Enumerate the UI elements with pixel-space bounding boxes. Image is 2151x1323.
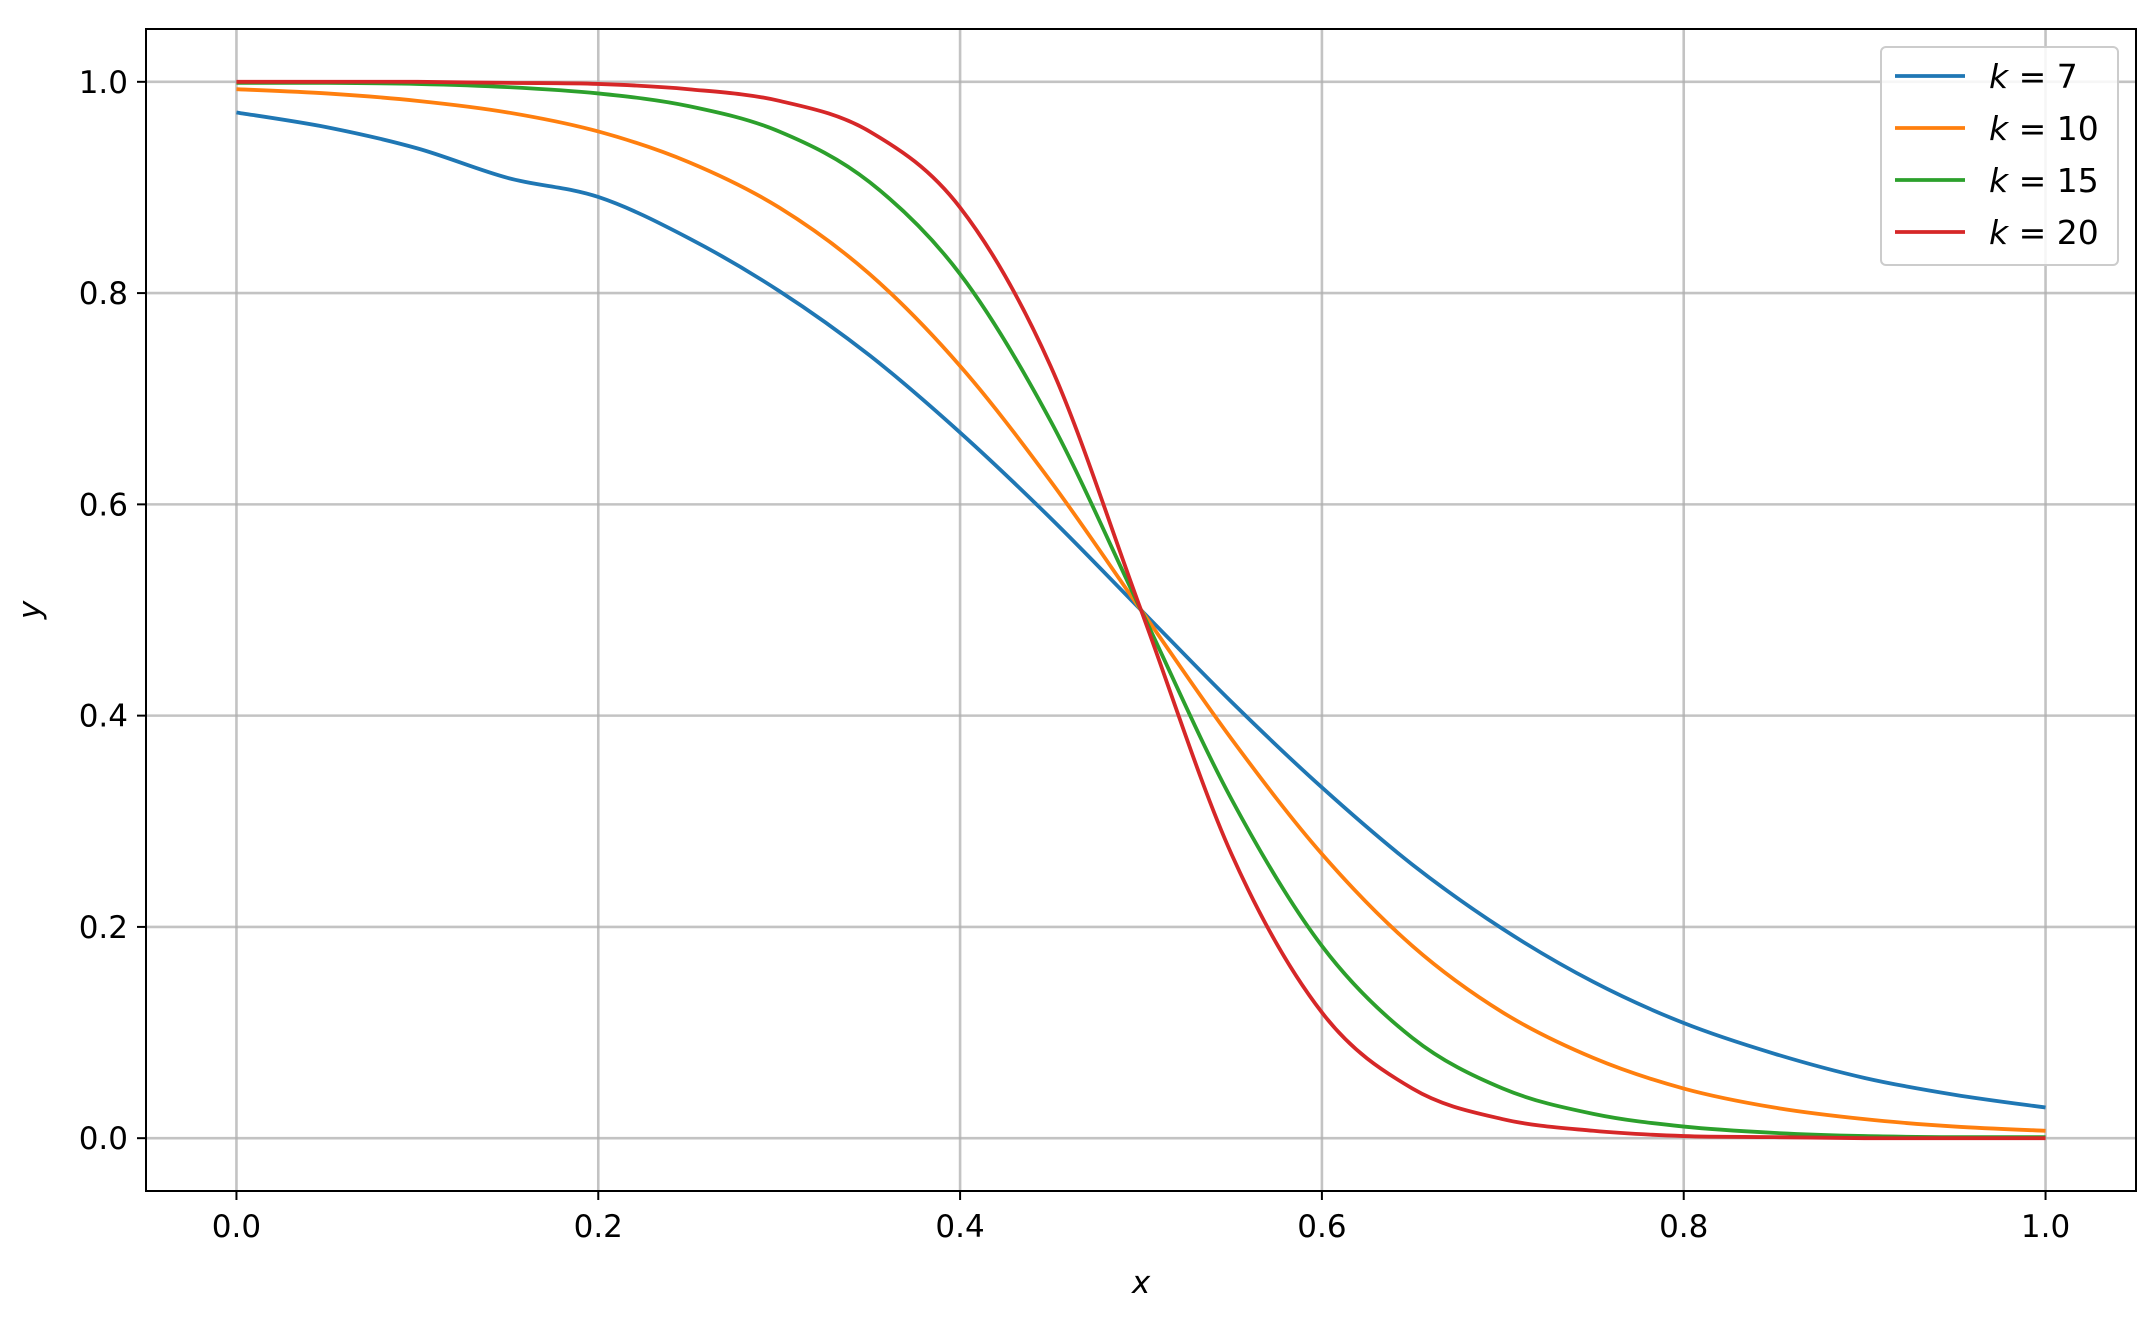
series-line-k-20 (236, 79, 2046, 1141)
y-tick-label: 0.2 (79, 910, 128, 946)
legend-k-symbol: k (1989, 213, 2010, 252)
x-axis-label: x (1131, 1265, 1151, 1301)
x-tick-label: 0.2 (574, 1209, 623, 1245)
legend-k-value: = 10 (2008, 109, 2099, 148)
y-axis-label: y (12, 600, 48, 620)
y-tick-label: 0.6 (79, 487, 128, 523)
legend-k-value: = 15 (2008, 161, 2099, 200)
legend-label-k-7: k = 7 (1989, 57, 2078, 96)
axis-ticks: 0.0 0.2 0.4 0.6 0.8 1.0 0.0 0.2 0.4 0.6 0.8 1.0 (79, 65, 2071, 1245)
series-lines (236, 79, 2046, 1141)
legend-label-k-15: k = 15 (1989, 161, 2099, 200)
y-tick-label: 0.8 (79, 276, 128, 312)
legend-k-symbol: k (1989, 161, 2010, 200)
plot-frame (145, 28, 2137, 1192)
legend-box (1880, 46, 2119, 266)
y-tick-label: 1.0 (79, 65, 128, 101)
legend-k-value: = 7 (2008, 57, 2078, 96)
x-tick-label: 0.4 (935, 1209, 984, 1245)
x-tick-label: 1.0 (2021, 1209, 2070, 1245)
y-tick-label: 0.4 (79, 699, 128, 735)
legend: k = 7k = 10k = 15k = 20 (1880, 46, 2119, 266)
x-tick-label: 0.0 (212, 1209, 261, 1245)
y-tick-label: 0.0 (79, 1121, 128, 1157)
legend-label-k-20: k = 20 (1989, 213, 2099, 252)
x-tick-label: 0.8 (1659, 1209, 1708, 1245)
legend-k-symbol: k (1989, 57, 2010, 96)
x-tick-label: 0.6 (1297, 1209, 1346, 1245)
legend-k-symbol: k (1989, 109, 2010, 148)
legend-label-k-10: k = 10 (1989, 109, 2099, 148)
legend-k-value: = 20 (2008, 213, 2099, 252)
